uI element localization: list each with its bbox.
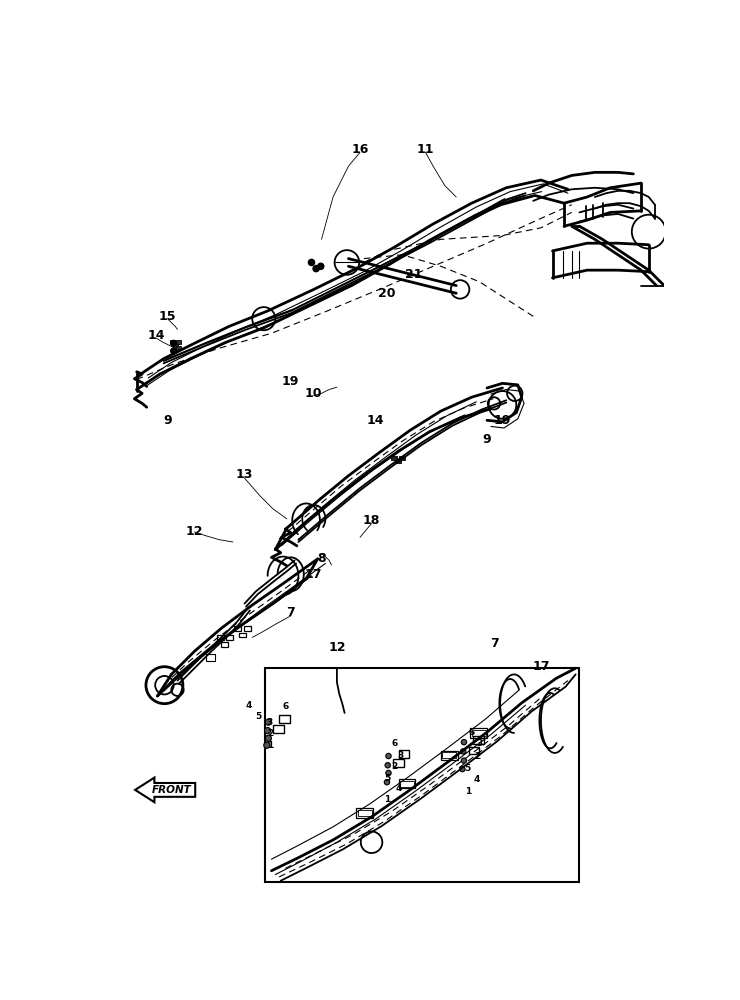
Text: 6: 6 xyxy=(468,728,475,737)
Text: 4: 4 xyxy=(474,775,480,784)
Text: 1: 1 xyxy=(267,741,273,750)
Circle shape xyxy=(263,742,270,748)
Circle shape xyxy=(266,735,272,741)
Circle shape xyxy=(264,728,271,734)
Text: 1: 1 xyxy=(465,787,471,796)
Text: 2: 2 xyxy=(267,729,273,738)
Text: 14: 14 xyxy=(366,414,384,427)
Text: 5: 5 xyxy=(384,774,390,783)
Text: FRONT: FRONT xyxy=(152,785,192,795)
Text: 1: 1 xyxy=(384,795,390,804)
Circle shape xyxy=(171,340,177,346)
Text: 15: 15 xyxy=(159,310,176,323)
Circle shape xyxy=(461,758,467,763)
Text: 20: 20 xyxy=(378,287,396,300)
Text: 12: 12 xyxy=(186,525,204,538)
Text: 3: 3 xyxy=(397,751,404,760)
Text: 5: 5 xyxy=(465,764,471,773)
Text: 10: 10 xyxy=(305,387,323,400)
Text: 2: 2 xyxy=(474,752,480,761)
FancyBboxPatch shape xyxy=(176,346,181,350)
Circle shape xyxy=(460,766,465,772)
Text: 6: 6 xyxy=(282,702,289,711)
Circle shape xyxy=(386,753,391,759)
FancyBboxPatch shape xyxy=(176,340,181,344)
Text: 17: 17 xyxy=(532,660,550,673)
FancyBboxPatch shape xyxy=(394,460,401,463)
Text: 4: 4 xyxy=(395,784,402,793)
Text: 2: 2 xyxy=(391,762,398,771)
Text: 7: 7 xyxy=(286,606,295,619)
Circle shape xyxy=(460,749,466,754)
Text: 3: 3 xyxy=(267,718,273,727)
Text: 9: 9 xyxy=(164,414,172,427)
Text: 19: 19 xyxy=(282,375,300,388)
Circle shape xyxy=(385,763,391,768)
Circle shape xyxy=(317,263,324,269)
Circle shape xyxy=(313,266,319,272)
Text: 19: 19 xyxy=(494,414,511,427)
FancyBboxPatch shape xyxy=(391,456,397,460)
Text: 17: 17 xyxy=(305,568,323,581)
Text: 6: 6 xyxy=(391,739,398,748)
FancyBboxPatch shape xyxy=(399,456,405,460)
Text: 16: 16 xyxy=(352,143,369,156)
Text: 8: 8 xyxy=(317,552,326,565)
FancyBboxPatch shape xyxy=(169,340,175,344)
Text: 18: 18 xyxy=(363,514,380,527)
Circle shape xyxy=(171,348,177,354)
Text: 14: 14 xyxy=(147,329,165,342)
Circle shape xyxy=(384,780,390,785)
Text: 5: 5 xyxy=(255,712,261,721)
Circle shape xyxy=(309,259,314,266)
Circle shape xyxy=(461,739,467,745)
Circle shape xyxy=(266,719,272,725)
FancyBboxPatch shape xyxy=(173,344,178,348)
Text: 11: 11 xyxy=(417,143,434,156)
Text: 13: 13 xyxy=(236,468,253,481)
Text: 21: 21 xyxy=(406,267,423,280)
Text: 12: 12 xyxy=(328,641,346,654)
Text: 7: 7 xyxy=(491,637,499,650)
Circle shape xyxy=(386,770,391,776)
Text: 9: 9 xyxy=(482,433,491,446)
Text: 3: 3 xyxy=(477,739,482,748)
Text: 4: 4 xyxy=(245,701,252,710)
